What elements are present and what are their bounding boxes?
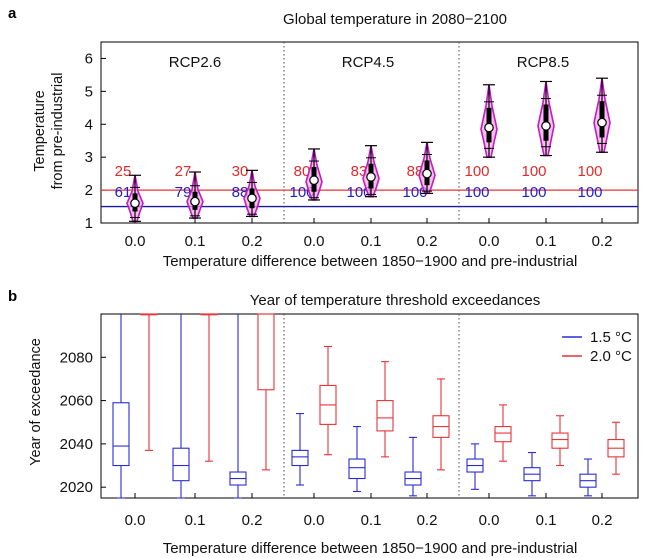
panel-b-ytick-label: 2020 bbox=[60, 479, 93, 496]
panel-a-pct-label-2c: 30 bbox=[232, 163, 249, 180]
panel-b-box bbox=[112, 402, 130, 467]
panel-b-xtick-label: 0.2 bbox=[242, 512, 263, 529]
panel-a-mean-marker bbox=[541, 121, 551, 131]
panel-a-pct-label-15c: 79 bbox=[175, 184, 192, 201]
panel-a-title: Global temperature in 2080−2100 bbox=[283, 11, 507, 28]
panel-a-label: a bbox=[8, 5, 17, 22]
panel-b-label: b bbox=[8, 288, 17, 305]
panel-b-box bbox=[348, 458, 366, 480]
panel-b-box bbox=[172, 447, 190, 482]
panel-b-plot: 2020 2040 2060 2080 0.0 0.1 0.2 0.0 0.1 0.2 0.0 0.1… bbox=[60, 313, 639, 529]
panel-a-xtick-label: 0.2 bbox=[592, 233, 613, 250]
panel-a-mean-marker bbox=[247, 193, 257, 204]
panel-a-mean-marker bbox=[190, 196, 200, 207]
panel-a-mean-marker bbox=[597, 117, 607, 128]
panel-a-mean-marker bbox=[484, 122, 494, 133]
panel-b-ylabel: Year of exceedance bbox=[28, 338, 44, 466]
panel-a-mean-marker bbox=[366, 172, 376, 182]
panel-a-group-label-rcp85: RCP8.5 bbox=[517, 54, 570, 71]
panel-a-pct-label-2c: 100 bbox=[577, 163, 602, 180]
panel-a-xtick-label: 0.1 bbox=[361, 233, 382, 250]
panel-a-xlabel: Temperature difference between 1850−1900… bbox=[163, 253, 578, 270]
panel-a-xtick-label: 0.1 bbox=[185, 233, 206, 250]
panel-b-box bbox=[257, 313, 275, 391]
panel-a-pct-label-15c: 100 bbox=[577, 184, 602, 201]
panel-b-box bbox=[291, 449, 309, 467]
panel-b-box bbox=[376, 400, 394, 432]
panel-b-box bbox=[494, 426, 512, 443]
panel-a-pct-label-15c: 100 bbox=[521, 184, 546, 201]
panel-a-pct-label-2c: 27 bbox=[175, 163, 192, 180]
panel-b-ytick-label: 2060 bbox=[60, 393, 93, 410]
panel-a-ytick-label: 1 bbox=[85, 215, 93, 232]
panel-a-group-label-rcp45: RCP4.5 bbox=[342, 54, 395, 71]
panel-b-xtick-label: 0.2 bbox=[592, 512, 613, 529]
panel-b-legend-label: 1.5 °C bbox=[590, 329, 632, 346]
panel-a-pct-label-2c: 100 bbox=[464, 163, 489, 180]
panel-a-xtick-label: 0.0 bbox=[304, 233, 325, 250]
panel-b-frame bbox=[100, 313, 639, 499]
panel-a-mean-marker bbox=[130, 198, 140, 209]
panel-a-pct-label-15c: 61 bbox=[115, 184, 132, 201]
panel-a-pct-label-15c: 100 bbox=[402, 184, 427, 201]
panel-a-ytick-label: 2 bbox=[85, 182, 93, 199]
panel-b-box bbox=[551, 432, 569, 449]
panel-b-xlabel: Temperature difference between 1850−1900… bbox=[163, 540, 578, 557]
panel-a-mean-marker bbox=[309, 175, 319, 186]
panel-a-pct-label-2c: 80 bbox=[294, 163, 311, 180]
panel-a-pct-label-15c: 100 bbox=[464, 184, 489, 201]
panel-b-xtick-label: 0.1 bbox=[185, 512, 206, 529]
panel-a-ytick-label: 3 bbox=[85, 149, 93, 166]
panel-a-ylabel-line2: from pre-industrial bbox=[50, 73, 66, 190]
panel-a-mean-marker bbox=[422, 168, 432, 179]
panel-a-xtick-label: 0.2 bbox=[242, 233, 263, 250]
panel-b-xtick-label: 0.0 bbox=[479, 512, 500, 529]
panel-a-plot: 1 2 3 4 5 6 0.0 0.1 0.2 0.0 0.1 0.2 0.0 0.1 0.2 25 27 30 8… bbox=[85, 41, 639, 250]
panel-a-ytick-label: 6 bbox=[85, 50, 93, 67]
panel-a-ytick-label: 5 bbox=[85, 83, 93, 100]
panel-a-xtick-label: 0.1 bbox=[536, 233, 557, 250]
panel-b-title: Year of temperature threshold exceedance… bbox=[250, 292, 540, 309]
panel-b-xtick-label: 0.1 bbox=[536, 512, 557, 529]
panel-a-pct-label-2c: 100 bbox=[521, 163, 546, 180]
panel-a-group-label-rcp26: RCP2.6 bbox=[169, 54, 222, 71]
panel-a-ylabel-line1: Temperature bbox=[32, 90, 48, 171]
panel-b-xtick-label: 0.0 bbox=[304, 512, 325, 529]
panel-b-ytick-label: 2040 bbox=[60, 436, 93, 453]
panel-a-xtick-label: 0.0 bbox=[125, 233, 146, 250]
panel-a-frame bbox=[100, 41, 639, 224]
panel-b-xtick-label: 0.0 bbox=[125, 512, 146, 529]
panel-a-xtick-label: 0.2 bbox=[417, 233, 438, 250]
panel-a-pct-label-2c: 25 bbox=[115, 163, 132, 180]
panel-b-legend-label: 2.0 °C bbox=[590, 348, 632, 365]
panel-b-ytick-label: 2080 bbox=[60, 349, 93, 366]
panel-b-xtick-label: 0.1 bbox=[361, 512, 382, 529]
panel-a-xtick-label: 0.0 bbox=[479, 233, 500, 250]
panel-b-xtick-label: 0.2 bbox=[417, 512, 438, 529]
panel-a-ytick-label: 4 bbox=[85, 116, 93, 133]
